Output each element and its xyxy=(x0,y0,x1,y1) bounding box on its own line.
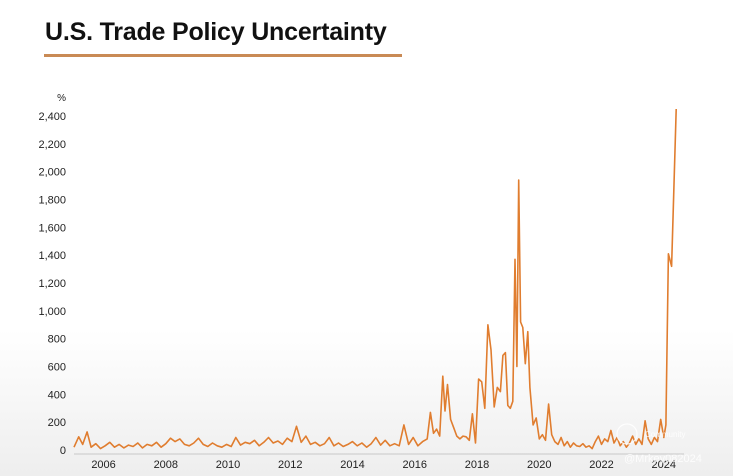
y-tick-label: 0 xyxy=(60,445,66,457)
y-tick-label: 2,000 xyxy=(38,167,66,179)
y-tick-label: 400 xyxy=(48,389,66,401)
x-tick-label: 2014 xyxy=(340,459,364,471)
series-layer xyxy=(73,108,677,450)
x-tick-label: 2006 xyxy=(91,459,115,471)
y-axis: % 0 200 400 600 800 1,000 1,200 1,400 1,600 1,800 2… xyxy=(38,93,66,457)
y-tick-label: 1,000 xyxy=(38,306,66,318)
y-tick-label: 800 xyxy=(48,334,66,346)
x-tick-label: 2008 xyxy=(154,459,178,471)
y-tick-label: 1,600 xyxy=(38,222,66,234)
community-logo-icon xyxy=(616,423,638,445)
watermark-community-text: Community xyxy=(645,430,685,439)
x-tick-label: 2022 xyxy=(589,459,613,471)
y-tick-label: 1,800 xyxy=(38,195,66,207)
x-tick-label: 2020 xyxy=(527,459,551,471)
y-tick-label: 600 xyxy=(48,362,66,374)
watermark: Community @Mrkey082024 xyxy=(616,423,702,465)
x-tick-label: 2016 xyxy=(403,459,427,471)
y-tick-label: 1,400 xyxy=(38,250,66,262)
y-tick-label: 2,400 xyxy=(38,111,66,123)
x-tick-label: 2010 xyxy=(216,459,240,471)
y-tick-label: 1,200 xyxy=(38,278,66,290)
x-tick-label: 2012 xyxy=(278,459,302,471)
watermark-handle-text: @Mrkey082024 xyxy=(624,453,702,465)
x-axis: 2006 2008 2010 2012 2014 2016 2018 2020 2022 2024 xyxy=(74,453,684,471)
x-tick-label: 2018 xyxy=(465,459,489,471)
title-underline xyxy=(44,54,402,57)
y-tick-label: 2,200 xyxy=(38,139,66,151)
x-tick-label: 2024 xyxy=(652,459,676,471)
y-axis-unit: % xyxy=(57,93,66,104)
chart-title: U.S. Trade Policy Uncertainty xyxy=(45,18,387,46)
series-line xyxy=(73,108,677,450)
y-tick-label: 200 xyxy=(48,417,66,429)
